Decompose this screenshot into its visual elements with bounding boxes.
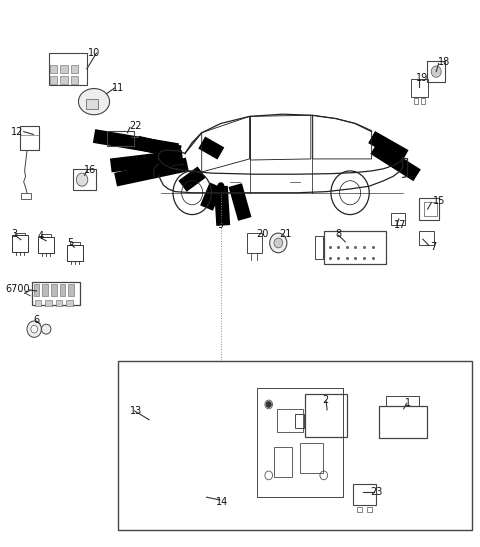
Bar	[300, 443, 323, 473]
Text: 2: 2	[323, 395, 329, 405]
Text: 17: 17	[394, 220, 407, 230]
Bar	[35, 300, 41, 306]
Circle shape	[270, 233, 287, 253]
Bar	[71, 76, 78, 84]
Bar	[367, 507, 372, 513]
Text: 19: 19	[416, 73, 428, 83]
Bar	[15, 232, 24, 235]
Circle shape	[218, 183, 224, 189]
Text: 21: 21	[279, 229, 292, 239]
Text: 10: 10	[88, 48, 100, 57]
Text: 9: 9	[217, 220, 223, 230]
Bar	[379, 406, 427, 438]
Bar	[56, 300, 62, 306]
Circle shape	[76, 173, 88, 186]
Bar	[45, 300, 52, 306]
Bar	[49, 65, 57, 73]
Ellipse shape	[41, 324, 51, 334]
Bar	[60, 284, 65, 296]
Text: 4: 4	[37, 231, 43, 241]
Ellipse shape	[27, 321, 41, 337]
Bar	[42, 284, 48, 296]
Bar	[424, 202, 437, 216]
Text: 13: 13	[130, 406, 142, 416]
Text: 18: 18	[438, 57, 450, 67]
Text: 23: 23	[370, 487, 383, 497]
Bar	[257, 388, 343, 497]
Bar	[107, 131, 133, 146]
Text: 12: 12	[11, 127, 24, 137]
Text: 3: 3	[11, 229, 17, 239]
Bar	[391, 213, 405, 225]
Bar	[38, 237, 54, 253]
Bar	[41, 234, 51, 237]
Text: 1: 1	[405, 398, 411, 409]
Bar	[420, 198, 439, 220]
Bar	[353, 484, 376, 505]
Bar	[48, 53, 87, 85]
Text: 5: 5	[67, 238, 73, 248]
Bar	[427, 61, 445, 82]
Bar	[411, 79, 428, 97]
Circle shape	[266, 401, 271, 407]
Text: 14: 14	[216, 497, 228, 507]
Text: 7: 7	[430, 242, 436, 252]
Bar	[71, 65, 78, 73]
Bar	[414, 98, 418, 104]
Bar	[357, 507, 362, 513]
Bar	[277, 409, 303, 432]
Bar	[68, 284, 74, 296]
Text: 15: 15	[433, 196, 445, 206]
Bar	[60, 65, 68, 73]
Bar	[66, 300, 73, 306]
Circle shape	[274, 238, 283, 248]
Text: 22: 22	[129, 121, 142, 131]
Bar	[247, 232, 262, 253]
Ellipse shape	[78, 89, 109, 115]
Bar	[21, 193, 31, 199]
Bar	[305, 394, 347, 437]
Bar	[315, 236, 323, 259]
Bar	[73, 169, 96, 190]
Bar	[386, 395, 420, 405]
Bar	[118, 361, 472, 530]
Text: 6700: 6700	[5, 284, 30, 294]
Bar	[12, 235, 28, 252]
Bar	[85, 100, 97, 109]
Circle shape	[31, 325, 37, 333]
Bar	[324, 231, 386, 264]
Bar	[67, 245, 83, 261]
Bar	[32, 282, 80, 305]
Text: 16: 16	[84, 165, 96, 175]
Text: 6: 6	[33, 315, 39, 325]
Bar	[274, 447, 292, 477]
Ellipse shape	[431, 66, 441, 77]
Text: 8: 8	[336, 229, 342, 239]
Bar	[20, 126, 38, 150]
Bar	[51, 284, 57, 296]
Bar	[420, 98, 425, 104]
Bar	[70, 242, 80, 245]
Text: 20: 20	[256, 229, 268, 239]
Bar	[295, 414, 304, 428]
Bar	[49, 76, 57, 84]
Bar	[419, 231, 434, 245]
Bar	[60, 76, 68, 84]
Text: 11: 11	[112, 83, 124, 93]
Bar	[34, 284, 39, 296]
